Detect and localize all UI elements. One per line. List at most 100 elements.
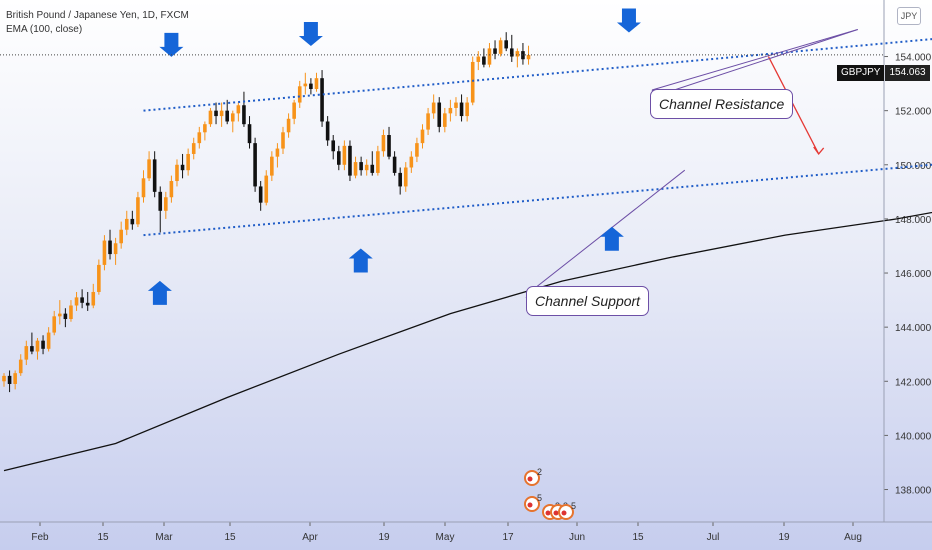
x-tick-label: Mar bbox=[155, 532, 173, 543]
candle bbox=[13, 370, 17, 390]
event-marker-count: 2 bbox=[537, 467, 542, 477]
projection-line bbox=[767, 56, 820, 155]
channel-resistance-callout: Channel Resistance bbox=[650, 89, 794, 119]
ema-line bbox=[3, 211, 932, 472]
candle bbox=[376, 145, 380, 176]
candle-body bbox=[175, 164, 179, 182]
candle bbox=[454, 97, 458, 117]
candle-body bbox=[509, 48, 514, 57]
candle bbox=[415, 137, 419, 163]
candle bbox=[320, 70, 324, 127]
candle bbox=[97, 259, 101, 295]
candle-body bbox=[152, 159, 157, 192]
event-marker-dot bbox=[553, 510, 559, 516]
candle bbox=[275, 143, 280, 168]
up-arrow bbox=[348, 248, 373, 273]
resistance-pointer bbox=[651, 28, 858, 97]
candle-body bbox=[275, 148, 280, 157]
candle bbox=[286, 113, 291, 138]
candle-body bbox=[119, 229, 123, 244]
y-tick-label: 146.000 bbox=[895, 269, 932, 280]
x-tick-label: Feb bbox=[31, 532, 49, 543]
candle bbox=[258, 181, 263, 211]
candle-body bbox=[97, 264, 101, 292]
candle-body bbox=[376, 151, 380, 173]
candle bbox=[420, 124, 425, 149]
candle bbox=[364, 159, 369, 176]
candle-body bbox=[208, 110, 213, 125]
event-markers: 25335 bbox=[524, 467, 576, 520]
chart-title: British Pound / Japanese Yen, 1D, FXCM bbox=[6, 10, 189, 21]
candle-body bbox=[303, 83, 308, 87]
candle-body bbox=[141, 178, 146, 198]
event-marker-dot bbox=[527, 502, 533, 508]
candle bbox=[2, 373, 6, 387]
candle bbox=[225, 99, 229, 125]
candle-body bbox=[2, 375, 6, 382]
candle-body bbox=[30, 346, 34, 352]
candle-body bbox=[297, 86, 302, 103]
candle-body bbox=[41, 340, 45, 349]
candle bbox=[102, 235, 107, 271]
candle-body bbox=[58, 313, 62, 317]
candle bbox=[180, 153, 185, 179]
indicator-label: EMA (100, close) bbox=[6, 24, 83, 35]
candle bbox=[337, 145, 341, 171]
candle-body bbox=[487, 48, 492, 65]
candle bbox=[74, 291, 79, 311]
candle bbox=[164, 191, 168, 219]
event-marker: 5 bbox=[524, 493, 542, 512]
candle bbox=[409, 151, 414, 173]
candle bbox=[7, 370, 12, 393]
candle bbox=[147, 151, 151, 182]
candle bbox=[152, 151, 157, 198]
event-marker-count: 5 bbox=[537, 493, 542, 503]
candle-body bbox=[147, 159, 151, 179]
candle-body bbox=[331, 140, 336, 152]
candle bbox=[30, 332, 34, 355]
candle bbox=[281, 126, 285, 154]
x-tick-label: 19 bbox=[778, 532, 790, 543]
candle-body bbox=[370, 164, 375, 173]
candle-body bbox=[392, 156, 397, 173]
candle-body bbox=[459, 102, 464, 117]
candle bbox=[392, 151, 397, 176]
candle-body bbox=[80, 297, 84, 303]
resistance-pointer-2 bbox=[651, 28, 858, 91]
candle bbox=[253, 137, 257, 192]
candle-body bbox=[454, 102, 458, 108]
candle bbox=[214, 102, 218, 125]
y-axis: 138.000 140.000 142.000 144.000 146.000 148.0… bbox=[884, 53, 932, 497]
candle bbox=[431, 94, 436, 119]
candle-body bbox=[130, 218, 135, 225]
candle-body bbox=[258, 186, 263, 203]
candle bbox=[58, 300, 62, 325]
candle bbox=[136, 191, 140, 228]
candle-body bbox=[124, 218, 129, 230]
candle-body bbox=[74, 297, 79, 306]
candle-body bbox=[526, 54, 531, 60]
candle-body bbox=[69, 305, 73, 320]
candle bbox=[158, 186, 163, 233]
currency-button[interactable]: JPY bbox=[897, 7, 921, 25]
candle bbox=[381, 129, 386, 157]
candle-body bbox=[52, 316, 57, 333]
candle-body bbox=[493, 48, 497, 54]
last-price-tag: GBPJPY 154.063 bbox=[837, 65, 930, 81]
candle bbox=[242, 91, 246, 127]
candle-body bbox=[409, 156, 414, 168]
candle-body bbox=[465, 102, 469, 117]
candle bbox=[459, 94, 464, 122]
candle-body bbox=[515, 51, 520, 57]
candle-body bbox=[186, 153, 190, 171]
candle bbox=[331, 135, 336, 160]
last-price-label: 154.063 bbox=[885, 65, 930, 81]
candle bbox=[498, 37, 503, 57]
candle-body bbox=[24, 346, 29, 360]
candle-body bbox=[314, 78, 319, 90]
drawings bbox=[143, 8, 932, 305]
candle bbox=[297, 80, 302, 108]
candle-body bbox=[108, 240, 112, 255]
